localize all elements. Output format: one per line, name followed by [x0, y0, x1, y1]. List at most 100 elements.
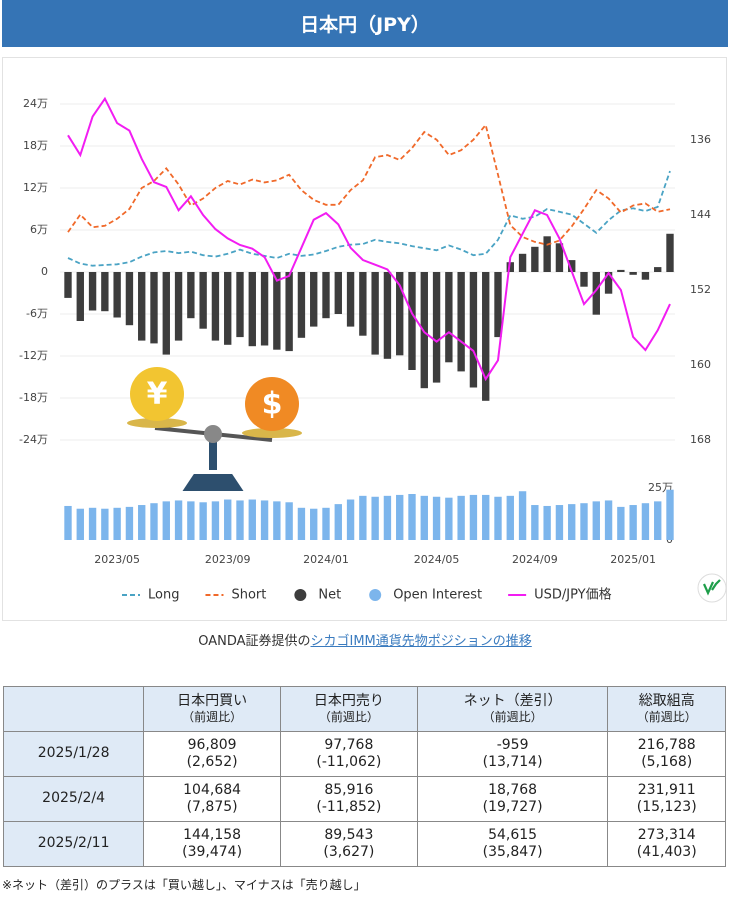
y-tick-label: 6万: [30, 223, 48, 236]
open-interest-bar: [482, 494, 490, 540]
position-value: 144,158: [183, 826, 242, 843]
net-bar: [297, 272, 306, 338]
position-value: 85,916: [324, 781, 374, 798]
open-interest-bar: [322, 507, 330, 540]
change-value: (5,168): [641, 754, 693, 770]
legend-symbol: [369, 589, 382, 601]
net-bar: [568, 260, 576, 272]
page-title: 日本円（JPY）: [2, 0, 728, 47]
scale-pivot: [204, 425, 222, 443]
legend-label: Long: [148, 588, 179, 603]
data-row: 2025/2/11 144,158 (39,474) 89,543 (3,627) 54,…: [2, 821, 726, 867]
net-bar: [482, 272, 490, 401]
caption-link[interactable]: シカゴIMM通貨先物ポジションの推移: [310, 634, 532, 649]
open-interest-bar: [174, 500, 183, 540]
header-sub: （前週比）: [636, 710, 697, 725]
net-bar: [555, 243, 564, 272]
header-cell: 日本円売り （前週比）: [279, 686, 418, 732]
legend-label: Short: [231, 588, 266, 603]
dollar-symbol: $: [262, 387, 283, 422]
data-cell: 216,788 (5,168): [607, 731, 726, 777]
header-cell: ネット（差引） （前週比）: [416, 686, 609, 732]
data-cell: 144,158 (39,474): [143, 821, 281, 867]
dollar-coin: [245, 377, 299, 431]
x-tick-label: 2024/05: [414, 553, 460, 566]
net-bar: [518, 253, 527, 272]
net-bar: [604, 272, 613, 294]
net-bar: [125, 272, 134, 326]
net-bar: [494, 272, 502, 338]
net-bar: [346, 272, 355, 327]
net-bar: [211, 272, 220, 341]
y-tick-label: 0: [41, 265, 48, 278]
net-bar: [359, 272, 367, 336]
open-interest-bar: [101, 508, 109, 540]
open-interest-bar: [457, 495, 465, 540]
header-cell: 総取組高 （前週比）: [607, 686, 726, 732]
open-interest-bar: [408, 494, 416, 540]
net-bar: [408, 272, 416, 370]
net-bar: [273, 272, 281, 350]
position-value: 96,809: [187, 736, 237, 753]
position-value: 89,543: [324, 826, 374, 843]
scale-pan: [242, 428, 302, 438]
legend-label: Net: [318, 588, 341, 603]
data-cell: 54,615 (35,847): [416, 821, 609, 867]
change-value: (7,875): [186, 799, 238, 815]
net-bar: [187, 272, 195, 319]
open-interest-bar: [248, 499, 256, 540]
net-bar: [371, 272, 379, 355]
open-interest-bar: [494, 496, 502, 540]
header-sub: （前週比）: [182, 710, 243, 725]
change-value: (13,714): [482, 754, 543, 770]
position-value: 54,615: [488, 826, 538, 843]
data-cell: 97,768 (-11,062): [279, 731, 418, 777]
open-interest-bar: [518, 491, 527, 540]
open-interest-bar: [150, 503, 158, 540]
x-tick-label: 2023/05: [94, 553, 140, 566]
net-bar: [101, 272, 109, 312]
corner-cell: [2, 686, 145, 732]
data-cell: 273,314 (41,403): [607, 821, 726, 867]
open-interest-bar: [469, 494, 478, 540]
open-interest-bar: [113, 507, 121, 540]
net-bar: [543, 236, 551, 272]
caption-text: OANDA証券提供の: [198, 634, 311, 649]
data-cell: 96,809 (2,652): [143, 731, 281, 777]
header-row: 日本円買い （前週比） 日本円売り （前週比） ネット（差引） （前週比） 総取組高 （前週比…: [2, 686, 726, 732]
y-tick-label: -18万: [19, 391, 48, 404]
y-tick-label: -12万: [19, 349, 48, 362]
change-value: (35,847): [482, 844, 543, 860]
open-interest-bar: [604, 500, 613, 540]
chart: 24万 18万 12万 6万 0 -6万 -12万 -18万 -24万 136 144 152 160 1…: [2, 57, 727, 621]
change-value: (19,727): [482, 799, 543, 815]
net-bar: [531, 246, 539, 272]
badge-icon[interactable]: [697, 573, 727, 603]
data-cell: 104,684 (7,875): [143, 776, 281, 822]
y2-tick-label: 160: [690, 358, 711, 371]
change-value: (41,403): [636, 844, 697, 860]
open-interest-bar: [629, 505, 637, 540]
net-bar: [162, 272, 170, 355]
data-cell: 89,543 (3,627): [279, 821, 418, 867]
net-bar: [174, 272, 183, 341]
x-tick-label: 2023/09: [205, 553, 251, 566]
y-tick-label: -6万: [26, 307, 48, 320]
x-tick-label: 2024/09: [512, 553, 558, 566]
net-bar: [506, 262, 514, 272]
open-interest-bar: [641, 503, 650, 540]
position-value: 216,788: [637, 736, 696, 753]
open-interest-bar: [297, 507, 306, 540]
legend-symbol: [294, 589, 307, 601]
legend-label: Open Interest: [393, 588, 482, 603]
position-value: 104,684: [183, 781, 242, 798]
legend-item: Open Interest: [369, 588, 482, 603]
net-bar: [150, 272, 158, 344]
open-interest-bar: [138, 505, 146, 540]
legend-label: USD/JPY価格: [534, 587, 612, 603]
net-bar: [617, 269, 625, 272]
open-interest-bar: [371, 496, 379, 540]
yen-coin: [130, 367, 184, 421]
open-interest-bar: [396, 494, 404, 540]
